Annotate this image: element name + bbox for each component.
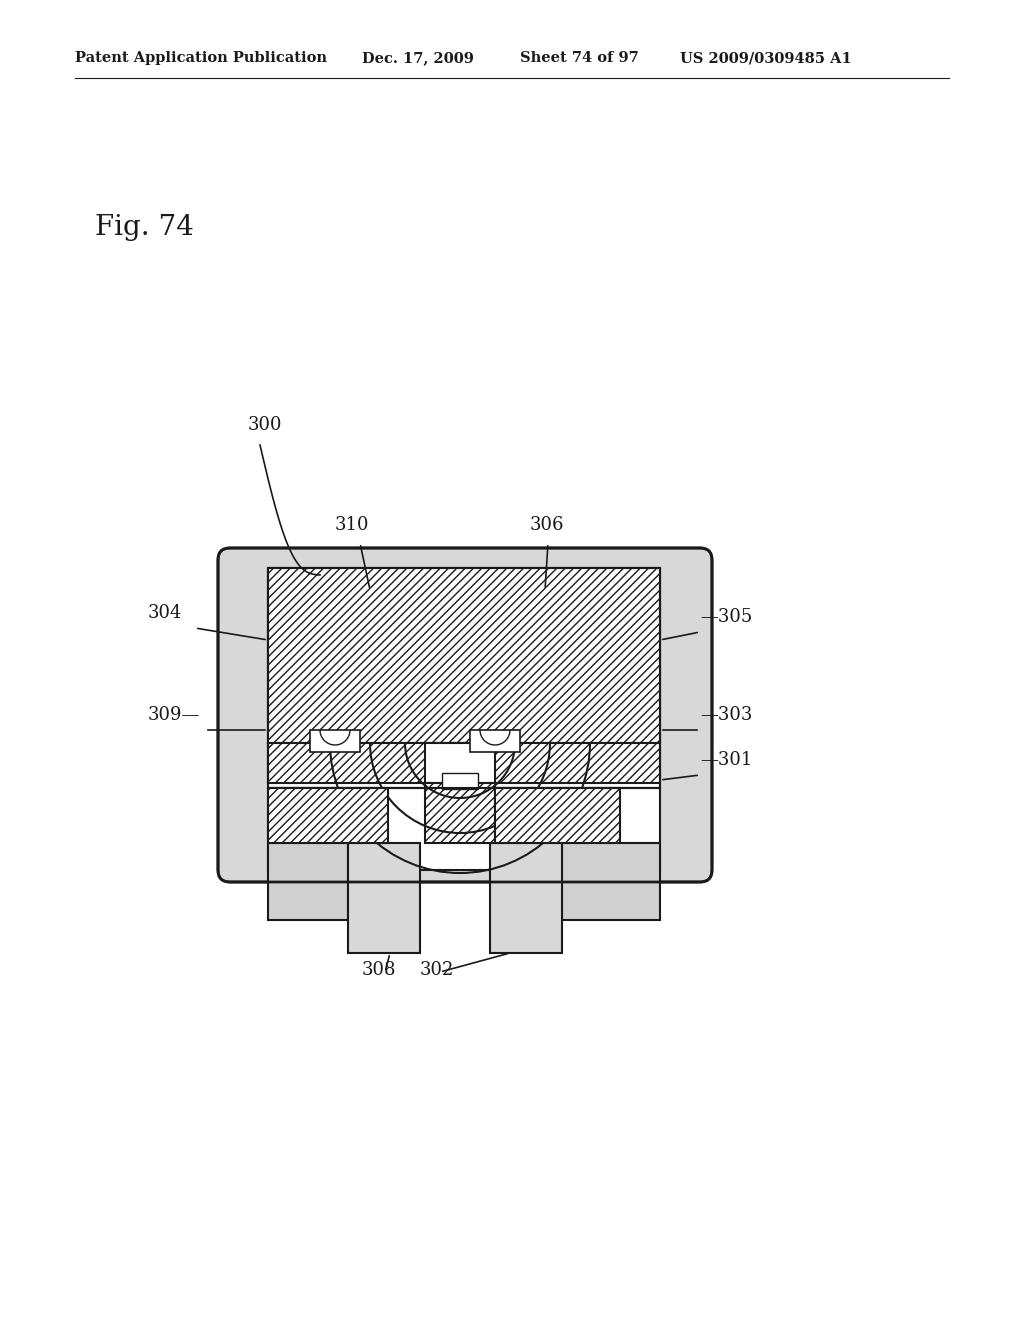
Text: 306: 306 — [530, 516, 564, 535]
Text: —305: —305 — [700, 609, 753, 626]
Text: 308: 308 — [362, 961, 396, 979]
Bar — [268, 568, 660, 743]
Text: Dec. 17, 2009: Dec. 17, 2009 — [362, 51, 474, 65]
Bar — [268, 743, 660, 783]
Bar — [268, 788, 660, 870]
Bar — [268, 568, 660, 788]
Bar — [268, 568, 660, 788]
Bar — [348, 843, 420, 953]
Text: 310: 310 — [335, 516, 370, 535]
Text: US 2009/0309485 A1: US 2009/0309485 A1 — [680, 51, 852, 65]
Bar — [495, 788, 620, 843]
Bar — [268, 788, 388, 843]
Text: 302: 302 — [420, 961, 455, 979]
Text: 309—: 309— — [148, 706, 201, 723]
Text: —303: —303 — [700, 706, 753, 723]
Text: 304: 304 — [148, 605, 182, 622]
FancyBboxPatch shape — [218, 548, 712, 882]
Bar — [490, 843, 562, 953]
Text: Fig. 74: Fig. 74 — [95, 214, 194, 242]
Bar — [425, 783, 495, 843]
Bar — [442, 774, 478, 789]
Bar — [268, 843, 348, 920]
Bar — [562, 843, 660, 920]
Bar — [425, 743, 495, 783]
Text: 300: 300 — [248, 416, 283, 434]
Text: Sheet 74 of 97: Sheet 74 of 97 — [520, 51, 639, 65]
Text: —301: —301 — [700, 751, 753, 770]
Bar — [310, 730, 360, 752]
Text: Patent Application Publication: Patent Application Publication — [75, 51, 327, 65]
Bar — [470, 730, 520, 752]
